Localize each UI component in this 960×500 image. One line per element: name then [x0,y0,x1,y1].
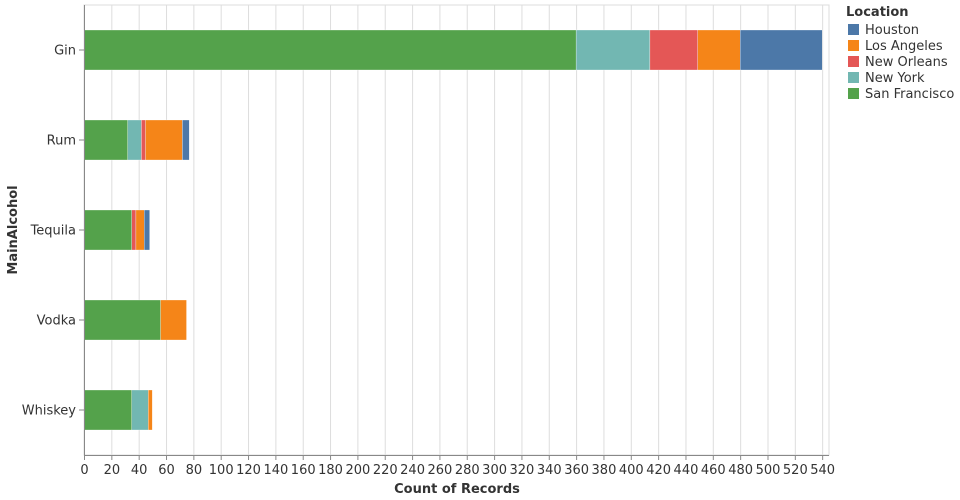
x-tick-label: 100 [209,463,234,478]
bar-rum-los-angeles [145,119,183,161]
x-tick-label: 220 [373,463,398,478]
axes: 0 20 40 60 80 100 120 140 160 180 200 220 240 260 280 3… [22,5,835,478]
bar-gin-new-orleans [649,29,698,71]
legend-swatch [848,24,859,35]
x-tick-label: 140 [263,463,288,478]
x-tick-label: 300 [482,463,507,478]
x-tick-label: 280 [455,463,480,478]
legend-item-label: New York [865,71,925,86]
bar-tequila-new-orleans [131,209,137,251]
bar-tequila-los-angeles [135,209,145,251]
bar-whiskey-san-francisco [83,389,132,431]
bar-gin-new-york [575,29,651,71]
x-tick-label: 260 [427,463,452,478]
bar-gin-houston [739,29,823,71]
bars [83,29,823,431]
bar-tequila-houston [143,209,150,251]
x-tick-label: 120 [236,463,261,478]
x-tick-label: 460 [701,463,726,478]
bar-rum-san-francisco [83,119,128,161]
bar-gin-los-angeles [697,29,741,71]
x-tick-label: 520 [783,463,808,478]
legend-item-label: San Francisco [865,87,954,102]
legend-swatch [848,88,859,99]
legend-swatch [848,56,859,67]
bar-whiskey-los-angeles [148,389,153,431]
x-tick-label: 500 [756,463,781,478]
legend-item-label: Los Angeles [865,39,943,54]
bar-vodka-los-angeles [160,299,187,341]
x-tick-label: 440 [674,463,699,478]
plot-frame [83,4,830,456]
bar-whiskey-new-york [131,389,149,431]
x-axis-title: Count of Records [394,482,520,497]
x-tick-label: 40 [131,463,148,478]
legend-title: Location [846,5,909,20]
x-tick-label: 340 [537,463,562,478]
x-tick-label: 360 [564,463,589,478]
y-tick-label: Gin [54,44,76,59]
bar-vodka-san-francisco [83,299,161,341]
x-tick-label: 60 [158,463,175,478]
y-tick-label: Whiskey [22,404,77,419]
y-axis-title: MainAlcohol [6,185,21,274]
legend-swatch [848,72,859,83]
bar-rum-houston [182,119,190,161]
x-tick-label: 400 [619,463,644,478]
x-tick-label: 540 [810,463,835,478]
y-tick-label: Rum [47,134,76,149]
x-tick-label: 80 [186,463,203,478]
x-tick-label: 180 [318,463,343,478]
legend-swatch [848,40,859,51]
x-tick-label: 0 [80,463,88,478]
x-tick-label: 200 [345,463,370,478]
x-tick-label: 420 [646,463,671,478]
x-tick-label: 20 [104,463,121,478]
bar-rum-new-york [127,119,142,161]
x-tick-label: 320 [510,463,535,478]
y-tick-label: Vodka [37,314,76,329]
legend-item-label: New Orleans [865,55,948,70]
gridlines [83,4,830,456]
bar-gin-san-francisco [83,29,577,71]
x-tick-label: 380 [592,463,617,478]
x-tick-label: 160 [291,463,316,478]
y-tick-label: Tequila [30,224,76,239]
bar-rum-new-orleans [141,119,146,161]
x-tick-label: 240 [400,463,425,478]
bar-tequila-san-francisco [83,209,132,251]
x-tick-label: 480 [728,463,753,478]
legend-item-label: Houston [865,23,919,38]
